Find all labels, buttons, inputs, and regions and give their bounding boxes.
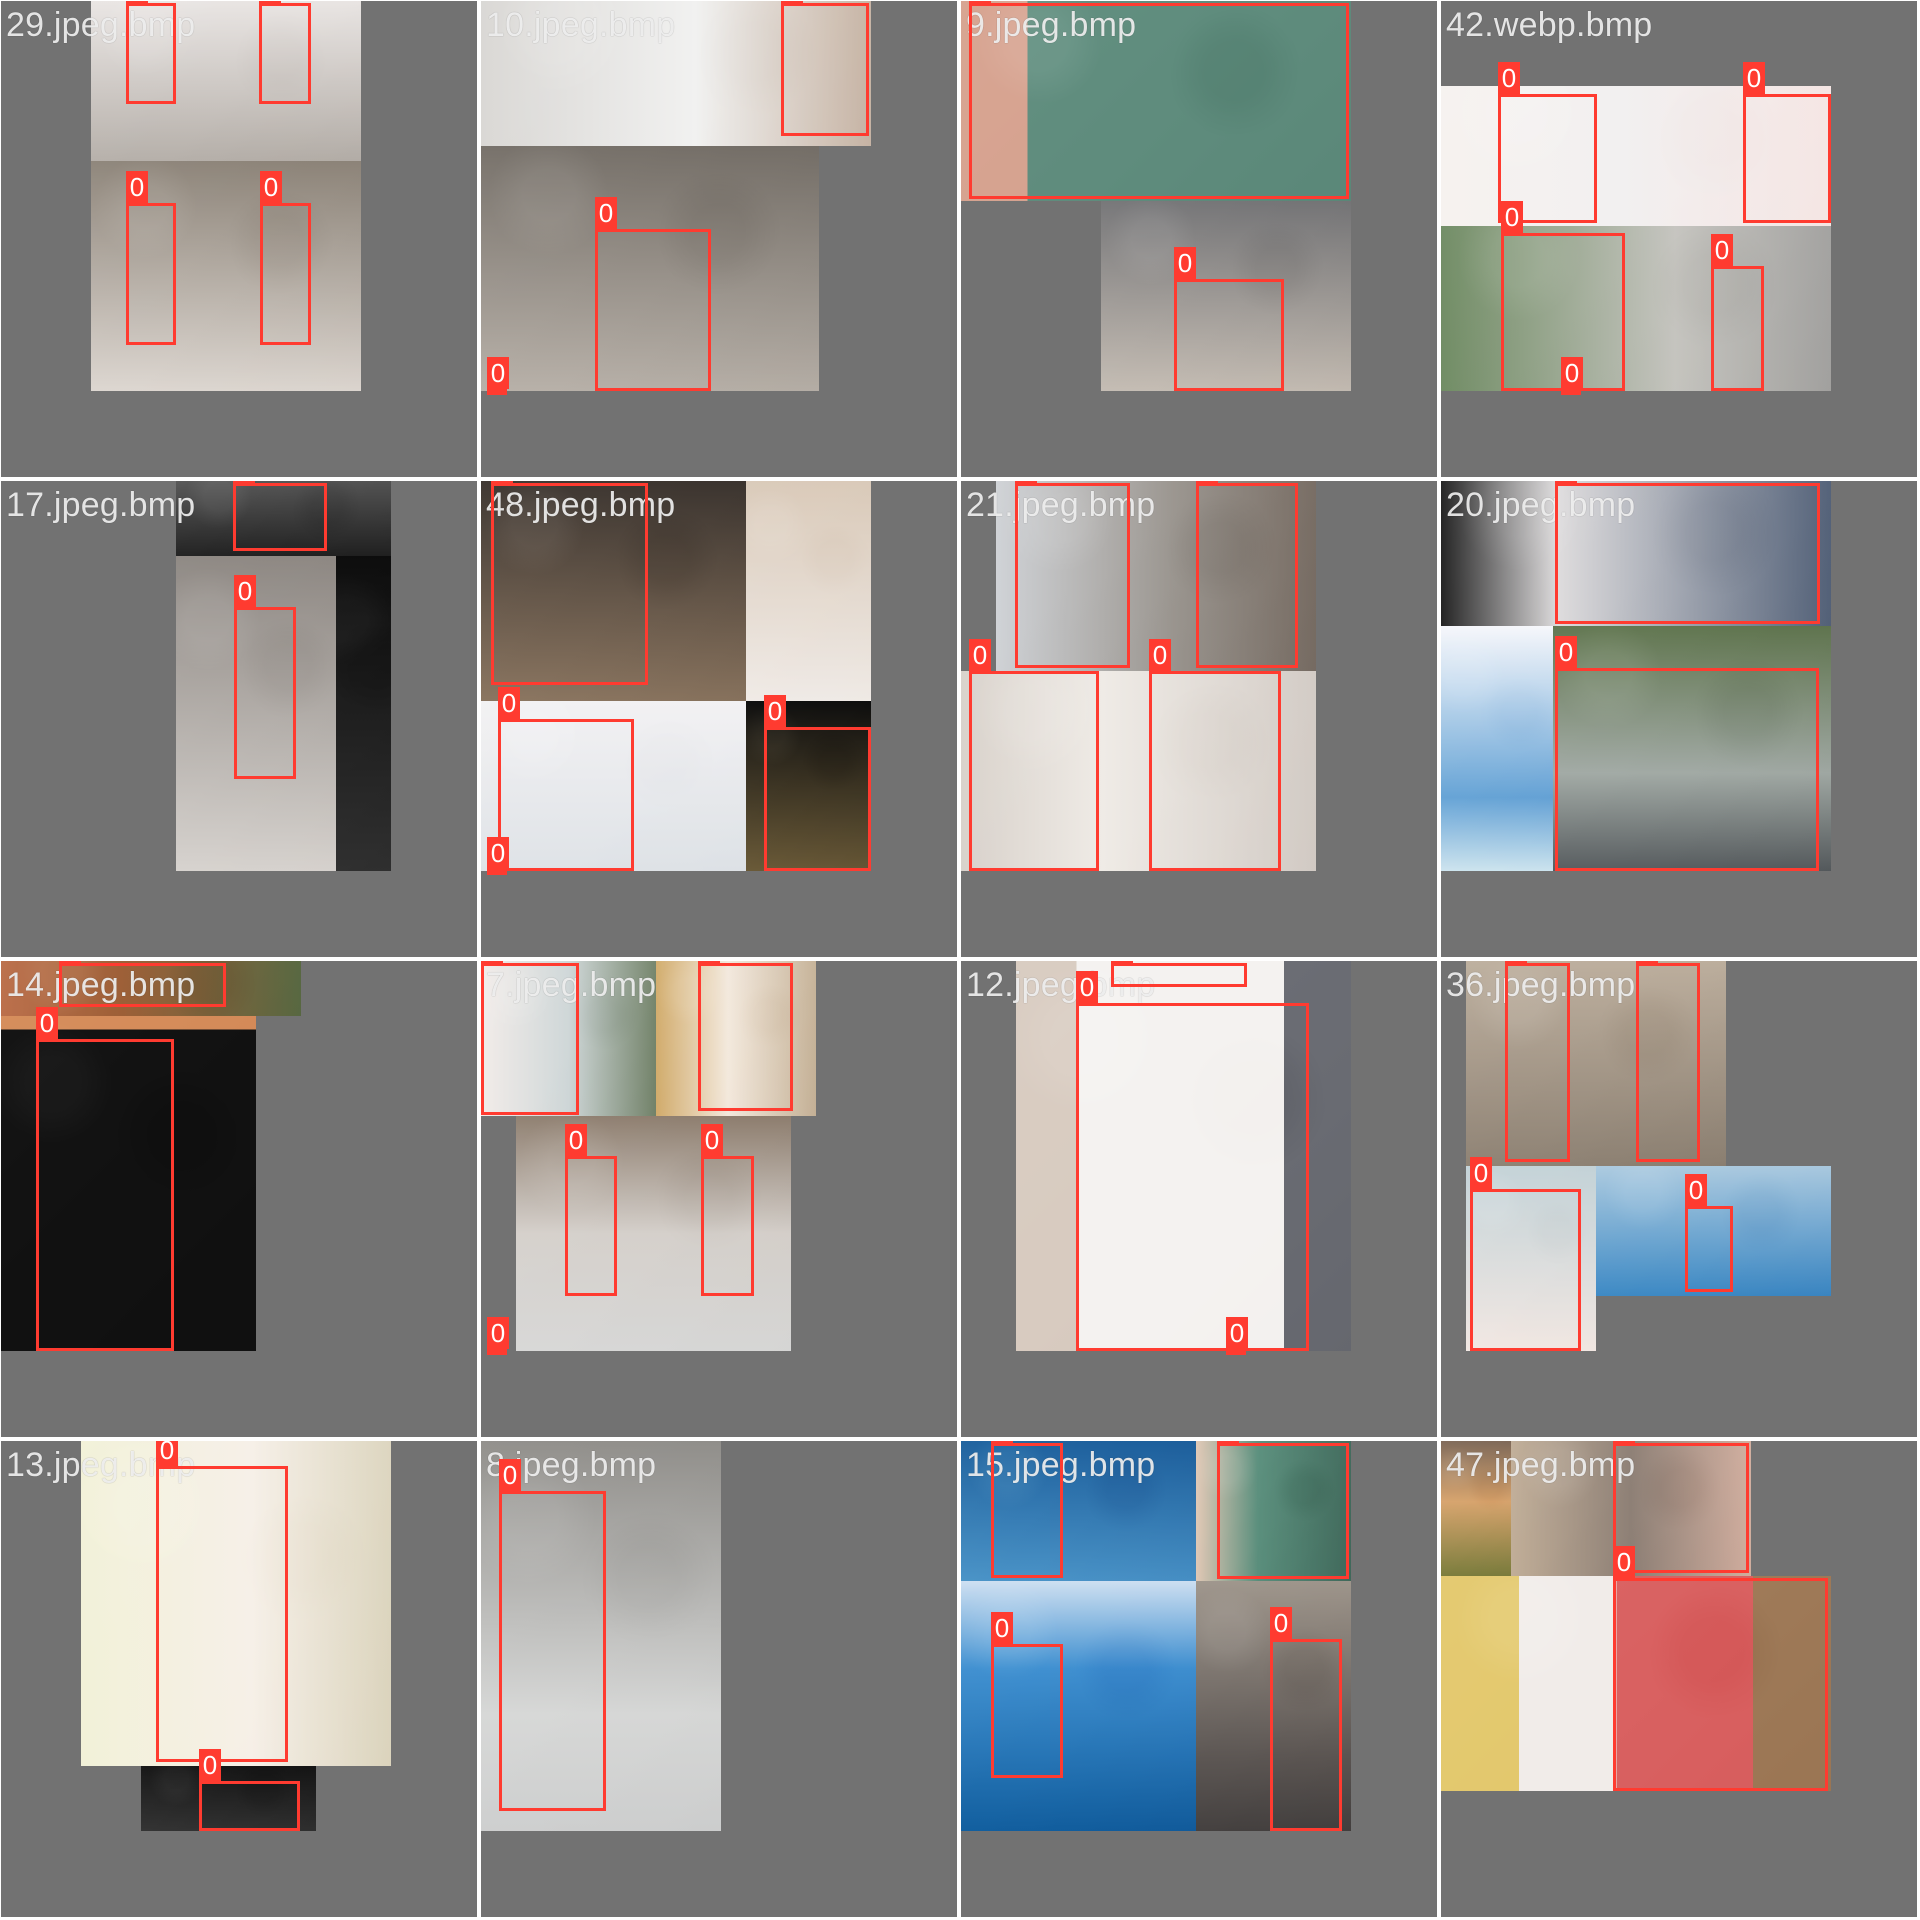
image-patch xyxy=(481,701,746,871)
tile-filename-label: 12.jpeg.bmp xyxy=(966,966,1156,1004)
tile-filename-label: 47.jpeg.bmp xyxy=(1446,1446,1636,1484)
tile-filename-label: 29.jpeg.bmp xyxy=(6,6,196,44)
image-patch xyxy=(176,556,336,871)
detection-class-label: 0 xyxy=(487,1317,509,1349)
mosaic-tile: 42.webp.bmp 0 0 0 0 0 xyxy=(1440,0,1918,478)
image-patch xyxy=(91,1,361,161)
mosaic-tile: 7.jpeg.bmp 0 0 0 0 0 xyxy=(480,960,958,1438)
mosaic-tile: 17.jpeg.bmp 0 0 xyxy=(0,480,478,958)
tile-filename-label: 8.jpeg.bmp xyxy=(486,1446,657,1484)
image-patch xyxy=(176,481,391,556)
image-patch xyxy=(481,1,871,146)
image-patch xyxy=(1,1016,256,1351)
tile-filename-label: 42.webp.bmp xyxy=(1446,6,1653,44)
mosaic-tile: 8.jpeg.bmp 0 xyxy=(480,1440,958,1918)
image-patch xyxy=(1016,961,1351,1351)
tile-filename-label: 17.jpeg.bmp xyxy=(6,486,196,524)
mosaic-tile: 21.jpeg.bmp 0 0 0 0 xyxy=(960,480,1438,958)
tile-filename-label: 36.jpeg.bmp xyxy=(1446,966,1636,1004)
image-patch xyxy=(1466,1166,1596,1351)
image-patch xyxy=(961,1581,1196,1831)
tile-filename-label: 7.jpeg.bmp xyxy=(486,966,657,1004)
image-patch xyxy=(1196,1581,1351,1831)
image-patch xyxy=(1553,626,1831,871)
image-patch xyxy=(961,1441,1196,1581)
tile-filename-label: 10.jpeg.bmp xyxy=(486,6,676,44)
image-patch xyxy=(481,146,819,391)
image-patch xyxy=(1596,1166,1831,1296)
tile-filename-label: 14.jpeg.bmp xyxy=(6,966,196,1004)
image-patch xyxy=(516,1116,791,1351)
image-patch xyxy=(91,161,361,391)
image-patch xyxy=(1441,226,1831,391)
mosaic-tile: 47.jpeg.bmp 0 0 xyxy=(1440,1440,1918,1918)
tile-filename-label: 13.jpeg.bmp xyxy=(6,1446,196,1484)
image-patch xyxy=(1441,481,1831,626)
image-patch xyxy=(481,1441,721,1831)
mosaic-tile: 14.jpeg.bmp 0 0 xyxy=(0,960,478,1438)
image-patch xyxy=(1196,1441,1351,1581)
image-patch xyxy=(336,556,391,871)
mosaic-tile: 12.jpeg.bmp 0 0 0 xyxy=(960,960,1438,1438)
tile-filename-label: 21.jpeg.bmp xyxy=(966,486,1156,524)
mosaic-tile: 48.jpeg.bmp 0 0 0 0 xyxy=(480,480,958,958)
image-patch xyxy=(481,961,656,1116)
tile-filename-label: 15.jpeg.bmp xyxy=(966,1446,1156,1484)
image-patch xyxy=(746,701,871,871)
image-patch xyxy=(961,1,1351,201)
mosaic-tile: 36.jpeg.bmp 0 0 0 0 xyxy=(1440,960,1918,1438)
tile-filename-label: 20.jpeg.bmp xyxy=(1446,486,1636,524)
image-patch xyxy=(1441,86,1831,226)
mosaic-tile: 9.jpeg.bmp 0 0 xyxy=(960,0,1438,478)
image-patch xyxy=(1441,626,1553,871)
mosaic-tile: 15.jpeg.bmp 0 0 0 0 xyxy=(960,1440,1438,1918)
image-patch xyxy=(1441,1441,1511,1576)
mosaic-tile: 10.jpeg.bmp 0 0 0 xyxy=(480,0,958,478)
tile-filename-label: 9.jpeg.bmp xyxy=(966,6,1137,44)
mosaic-tile: 13.jpeg.bmp 0 0 xyxy=(0,1440,478,1918)
tile-filename-label: 48.jpeg.bmp xyxy=(486,486,676,524)
image-patch xyxy=(141,1766,316,1831)
mosaic-tile: 20.jpeg.bmp 0 0 xyxy=(1440,480,1918,958)
image-patch xyxy=(746,481,871,701)
image-patch xyxy=(81,1441,391,1766)
detection-class-label: 0 xyxy=(969,639,991,671)
image-patch xyxy=(1466,961,1726,1166)
image-patch xyxy=(961,671,1316,871)
image-patch xyxy=(1441,1576,1831,1791)
image-patch xyxy=(1,961,301,1016)
image-patch xyxy=(656,961,816,1116)
mosaic-tile: 29.jpeg.bmp 0 0 0 0 xyxy=(0,0,478,478)
image-patch xyxy=(1101,201,1351,391)
detection-box: 0 xyxy=(487,1317,509,1355)
image-patch xyxy=(481,481,746,701)
